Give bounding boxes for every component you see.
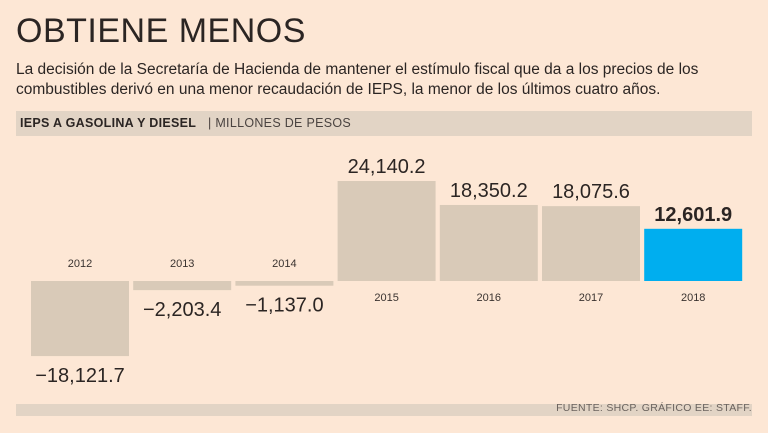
value-label-2012: −18,121.7 (35, 365, 125, 387)
chart-title: OBTIENE MENOS (16, 12, 306, 50)
value-label-2015: 24,140.2 (348, 156, 426, 178)
value-label-2018: 12,601.9 (654, 204, 732, 226)
year-label-2016: 2016 (477, 292, 501, 304)
year-label-2014: 2014 (272, 258, 296, 270)
year-label-2015: 2015 (374, 292, 398, 304)
value-label-2014: −1,137.0 (245, 295, 323, 317)
year-label-2018: 2018 (681, 292, 705, 304)
bar-2012 (31, 281, 129, 357)
unit-label: | MILLONES DE PESOS (208, 116, 351, 130)
footer-band (16, 404, 752, 416)
value-label-2017: 18,075.6 (552, 181, 630, 203)
year-label-2013: 2013 (170, 258, 194, 270)
value-label-2016: 18,350.2 (450, 180, 528, 202)
year-label-2012: 2012 (68, 258, 92, 270)
bar-2017 (542, 206, 640, 281)
series-name: IEPS A GASOLINA Y DIESEL (20, 116, 197, 130)
bar-2013 (133, 281, 232, 291)
source-note: FUENTE: SHCP. GRÁFICO EE: STAFF. (556, 402, 752, 414)
chart-subtitle: La decisión de la Secretaría de Hacienda… (16, 61, 699, 98)
value-label-2013: −2,203.4 (143, 299, 221, 321)
year-label-2017: 2017 (579, 292, 603, 304)
bar-2015 (337, 181, 436, 281)
bar-2018 (644, 228, 743, 281)
bar-2014 (235, 281, 334, 286)
bar-2016 (439, 204, 538, 281)
unit-text: MILLONES DE PESOS (215, 116, 352, 130)
series-label-band: IEPS A GASOLINA Y DIESEL | MILLONES DE P… (16, 111, 752, 136)
unit-separator: | (208, 116, 212, 130)
